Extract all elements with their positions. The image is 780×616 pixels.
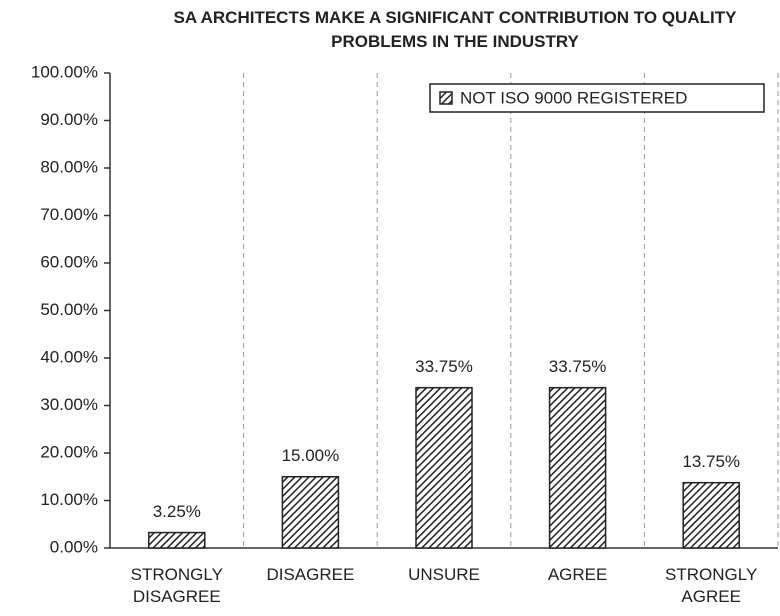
x-tick-label: STRONGLY DISAGREE <box>130 565 223 606</box>
y-tick-label: 90.00% <box>40 110 98 129</box>
value-label: 3.25% <box>153 502 201 521</box>
y-tick-label: 60.00% <box>40 252 98 271</box>
y-tick-label: 80.00% <box>40 157 98 176</box>
y-tick-label: 100.00% <box>31 62 98 81</box>
bar <box>281 476 340 549</box>
x-tick-label: AGREE <box>547 565 608 584</box>
y-tick-label: 10.00% <box>40 490 98 509</box>
legend-label: NOT ISO 9000 REGISTERED <box>460 88 687 107</box>
y-tick-label: 20.00% <box>40 442 98 461</box>
bar <box>415 386 473 549</box>
y-tick-label: 70.00% <box>40 205 98 224</box>
bar <box>682 481 740 549</box>
value-label: 13.75% <box>682 452 740 471</box>
chart-title: SA ARCHITECTS MAKE A SIGNIFICANT CONTRIB… <box>173 8 737 51</box>
value-label: 15.00% <box>282 446 340 465</box>
bar <box>548 386 607 549</box>
x-tick-label: UNSURE <box>408 565 480 584</box>
x-tick-label: STRONGLY AGREE <box>665 565 758 606</box>
y-tick-label: 0.00% <box>50 537 98 556</box>
y-tick-label: 30.00% <box>40 395 98 414</box>
bar <box>148 531 206 549</box>
value-label: 33.75% <box>549 357 607 376</box>
x-tick-label: DISAGREE <box>266 565 355 584</box>
legend-box <box>429 83 765 113</box>
y-tick-label: 40.00% <box>40 347 98 366</box>
legend-swatch <box>439 91 453 105</box>
y-tick-label: 50.00% <box>40 300 98 319</box>
value-label: 33.75% <box>415 357 473 376</box>
